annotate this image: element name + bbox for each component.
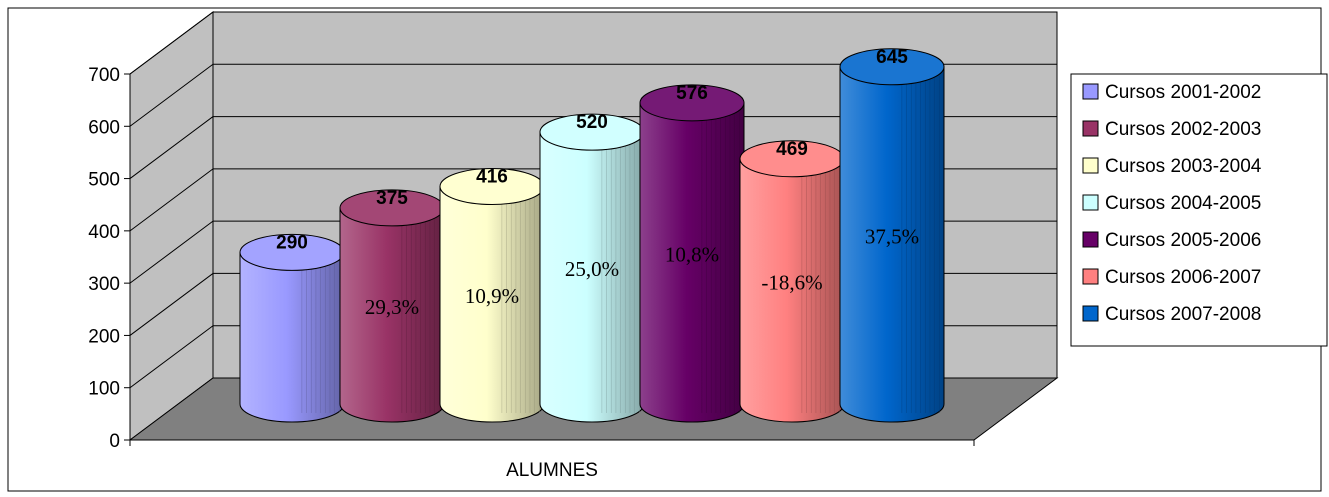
bar-value-label: 290 — [276, 232, 308, 253]
bar-percent-label: 29,3% — [365, 295, 419, 319]
legend-entry: Cursos 2001-2002 — [1105, 82, 1261, 103]
legend-swatch — [1082, 305, 1099, 322]
bar-cylinder — [739, 140, 845, 423]
y-tick-label: 600 — [88, 117, 120, 138]
bar-value-label: 375 — [376, 188, 408, 209]
gridline-side — [129, 168, 214, 232]
bar-body — [839, 66, 945, 423]
legend-entry: Cursos 2004-2005 — [1105, 193, 1261, 214]
legend-swatch — [1082, 194, 1099, 211]
gridline-side — [129, 11, 214, 75]
bar-percent-label: -18,6% — [761, 270, 822, 294]
legend-entry: Cursos 2007-2008 — [1105, 304, 1261, 325]
side-wall — [129, 11, 214, 441]
gridline-side — [129, 220, 214, 284]
legend-swatch — [1082, 231, 1099, 248]
bar-percent-label: 10,9% — [465, 284, 519, 308]
bar-cylinder — [639, 84, 745, 423]
category-axis: ALUMNES — [506, 460, 598, 481]
bar-body — [239, 251, 345, 423]
legend-swatch — [1082, 268, 1099, 285]
bar-cylinder — [539, 113, 645, 423]
bar-cylinder — [439, 167, 545, 423]
bar-percent-label: 25,0% — [565, 257, 619, 281]
bar-percent-label: 37,5% — [865, 224, 919, 248]
legend-entry: Cursos 2006-2007 — [1105, 267, 1261, 288]
y-tick-label: 100 — [88, 379, 120, 400]
bar-value-label: 416 — [476, 166, 508, 187]
y-tick-label: 400 — [88, 222, 120, 243]
gridline-side — [129, 325, 214, 389]
data-labels: 290 375 29,3% 416 10,9% 520 25,0% 576 10,8% 469 -1… — [276, 47, 919, 319]
bar-value-label: 576 — [676, 83, 708, 104]
bar-value-label: 645 — [876, 47, 908, 68]
bar-cylinder — [239, 233, 345, 423]
legend-entry: Cursos 2003-2004 — [1105, 156, 1262, 177]
gridline-side — [129, 116, 214, 179]
bar-cylinder — [339, 189, 445, 423]
legend: Cursos 2001-2002 Cursos 2002-2003 Cursos 2… — [1070, 73, 1328, 347]
y-tick-label: 0 — [109, 431, 120, 452]
legend-swatch — [1082, 83, 1099, 100]
y-tick-label: 200 — [88, 326, 120, 347]
y-tick-label: 300 — [88, 274, 120, 295]
bar-value-label: 520 — [576, 112, 608, 133]
category-label: ALUMNES — [506, 460, 598, 481]
y-tick-label: 500 — [88, 170, 120, 191]
gridline-side — [129, 63, 214, 127]
gridline-side — [129, 273, 214, 336]
legend-box — [1070, 73, 1328, 347]
legend-swatch — [1082, 120, 1099, 137]
legend-entry: Cursos 2002-2003 — [1105, 119, 1261, 140]
bar-cylinder — [839, 48, 945, 423]
legend-swatch — [1082, 157, 1099, 174]
bar-top — [839, 48, 945, 86]
value-axis: 0 100 200 300 400 500 600 700 — [88, 65, 975, 452]
legend-entry: Cursos 2005-2006 — [1105, 230, 1261, 251]
bar-top — [639, 84, 745, 122]
bar-series — [239, 48, 945, 423]
bar-percent-label: 10,8% — [665, 242, 719, 266]
bar-value-label: 469 — [776, 139, 808, 160]
y-tick-label: 700 — [88, 65, 120, 86]
